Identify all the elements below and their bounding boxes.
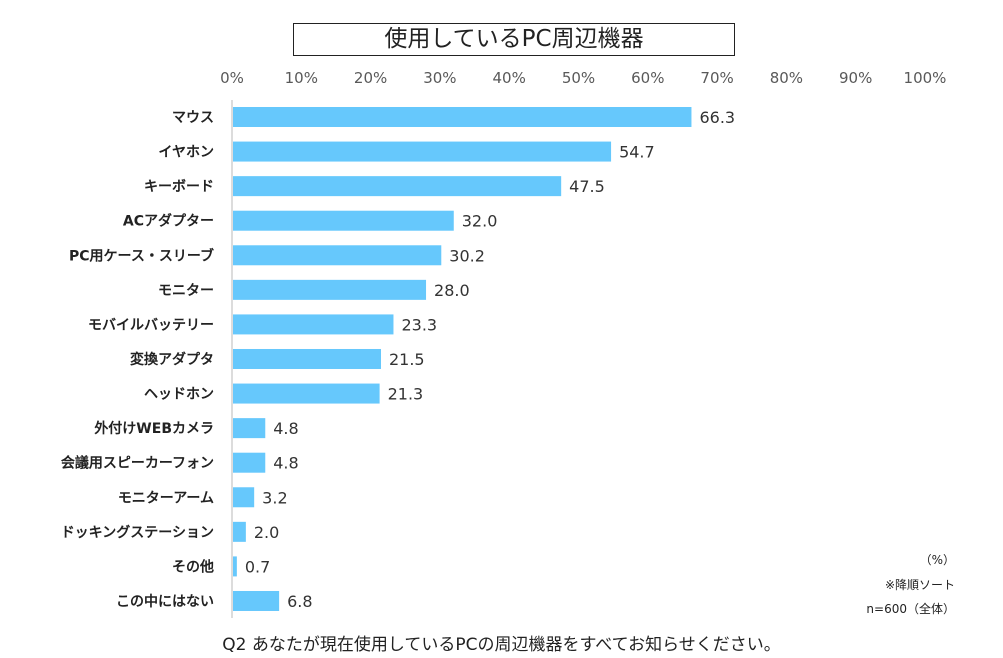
bar bbox=[233, 245, 442, 266]
sample-note: n=600（全体） bbox=[866, 602, 955, 616]
data-label: 21.3 bbox=[388, 385, 424, 404]
bar bbox=[233, 107, 692, 127]
category-label: モニターアーム bbox=[118, 490, 214, 506]
data-label: 0.7 bbox=[245, 557, 270, 576]
category-label: ヘッドホン bbox=[144, 387, 214, 403]
bar bbox=[233, 279, 427, 300]
category-label: モバイルバッテリー bbox=[88, 317, 214, 333]
data-label: 28.0 bbox=[434, 281, 470, 300]
category-label: ACアダプター bbox=[123, 213, 214, 230]
data-label: 47.5 bbox=[569, 177, 605, 196]
data-label: 32.0 bbox=[462, 212, 498, 231]
x-tick-label: 90% bbox=[839, 69, 872, 87]
bar bbox=[233, 210, 454, 231]
bar bbox=[233, 141, 612, 162]
data-label: 6.8 bbox=[287, 592, 312, 611]
bar bbox=[233, 418, 266, 439]
sort-note: ※降順ソート bbox=[884, 578, 955, 592]
data-label: 2.0 bbox=[254, 523, 279, 542]
bar bbox=[233, 521, 246, 542]
category-label: マウス bbox=[172, 110, 214, 126]
category-label: その他 bbox=[172, 558, 214, 575]
bar bbox=[233, 383, 380, 404]
chart-title: 使用しているPC周辺機器 bbox=[293, 23, 735, 56]
x-tick-label: 80% bbox=[770, 69, 803, 87]
category-label: 外付けWEBカメラ bbox=[94, 420, 214, 437]
data-label: 66.3 bbox=[699, 108, 735, 127]
category-label: モニター bbox=[158, 283, 214, 299]
question-text: Q2 あなたが現在使用しているPCの周辺機器をすべてお知らせください。 bbox=[222, 635, 781, 655]
data-label: 54.7 bbox=[619, 143, 655, 162]
x-tick-label: 20% bbox=[354, 69, 387, 87]
bar bbox=[233, 314, 394, 335]
x-tick-label: 10% bbox=[285, 69, 318, 87]
category-label: イヤホン bbox=[158, 145, 214, 161]
data-label: 30.2 bbox=[449, 246, 485, 265]
data-label: 23.3 bbox=[401, 315, 437, 334]
bar bbox=[233, 487, 255, 508]
bar bbox=[233, 176, 562, 197]
x-tick-label: 100% bbox=[904, 69, 947, 87]
data-label: 21.5 bbox=[389, 350, 425, 369]
x-tick-label: 30% bbox=[423, 69, 456, 87]
x-tick-label: 50% bbox=[562, 69, 595, 87]
bar bbox=[233, 452, 266, 473]
bar bbox=[233, 348, 381, 369]
x-tick-label: 40% bbox=[493, 69, 526, 87]
bar bbox=[233, 556, 237, 577]
category-label: 会議用スピーカーフォン bbox=[61, 455, 214, 472]
data-label: 4.8 bbox=[273, 454, 298, 473]
x-tick-label: 0% bbox=[220, 69, 244, 87]
category-label: ドッキングステーション bbox=[61, 524, 214, 541]
category-label: 変換アダプタ bbox=[130, 351, 214, 368]
x-tick-label: 70% bbox=[700, 69, 733, 87]
unit-note: （%） bbox=[919, 553, 955, 567]
category-label: PC用ケース・スリーブ bbox=[69, 247, 214, 264]
category-label: キーボード bbox=[144, 179, 214, 195]
data-label: 4.8 bbox=[273, 419, 298, 438]
x-tick-label: 60% bbox=[631, 69, 664, 87]
bar bbox=[233, 590, 280, 611]
category-label: この中にはない bbox=[116, 593, 214, 610]
data-label: 3.2 bbox=[262, 488, 287, 507]
